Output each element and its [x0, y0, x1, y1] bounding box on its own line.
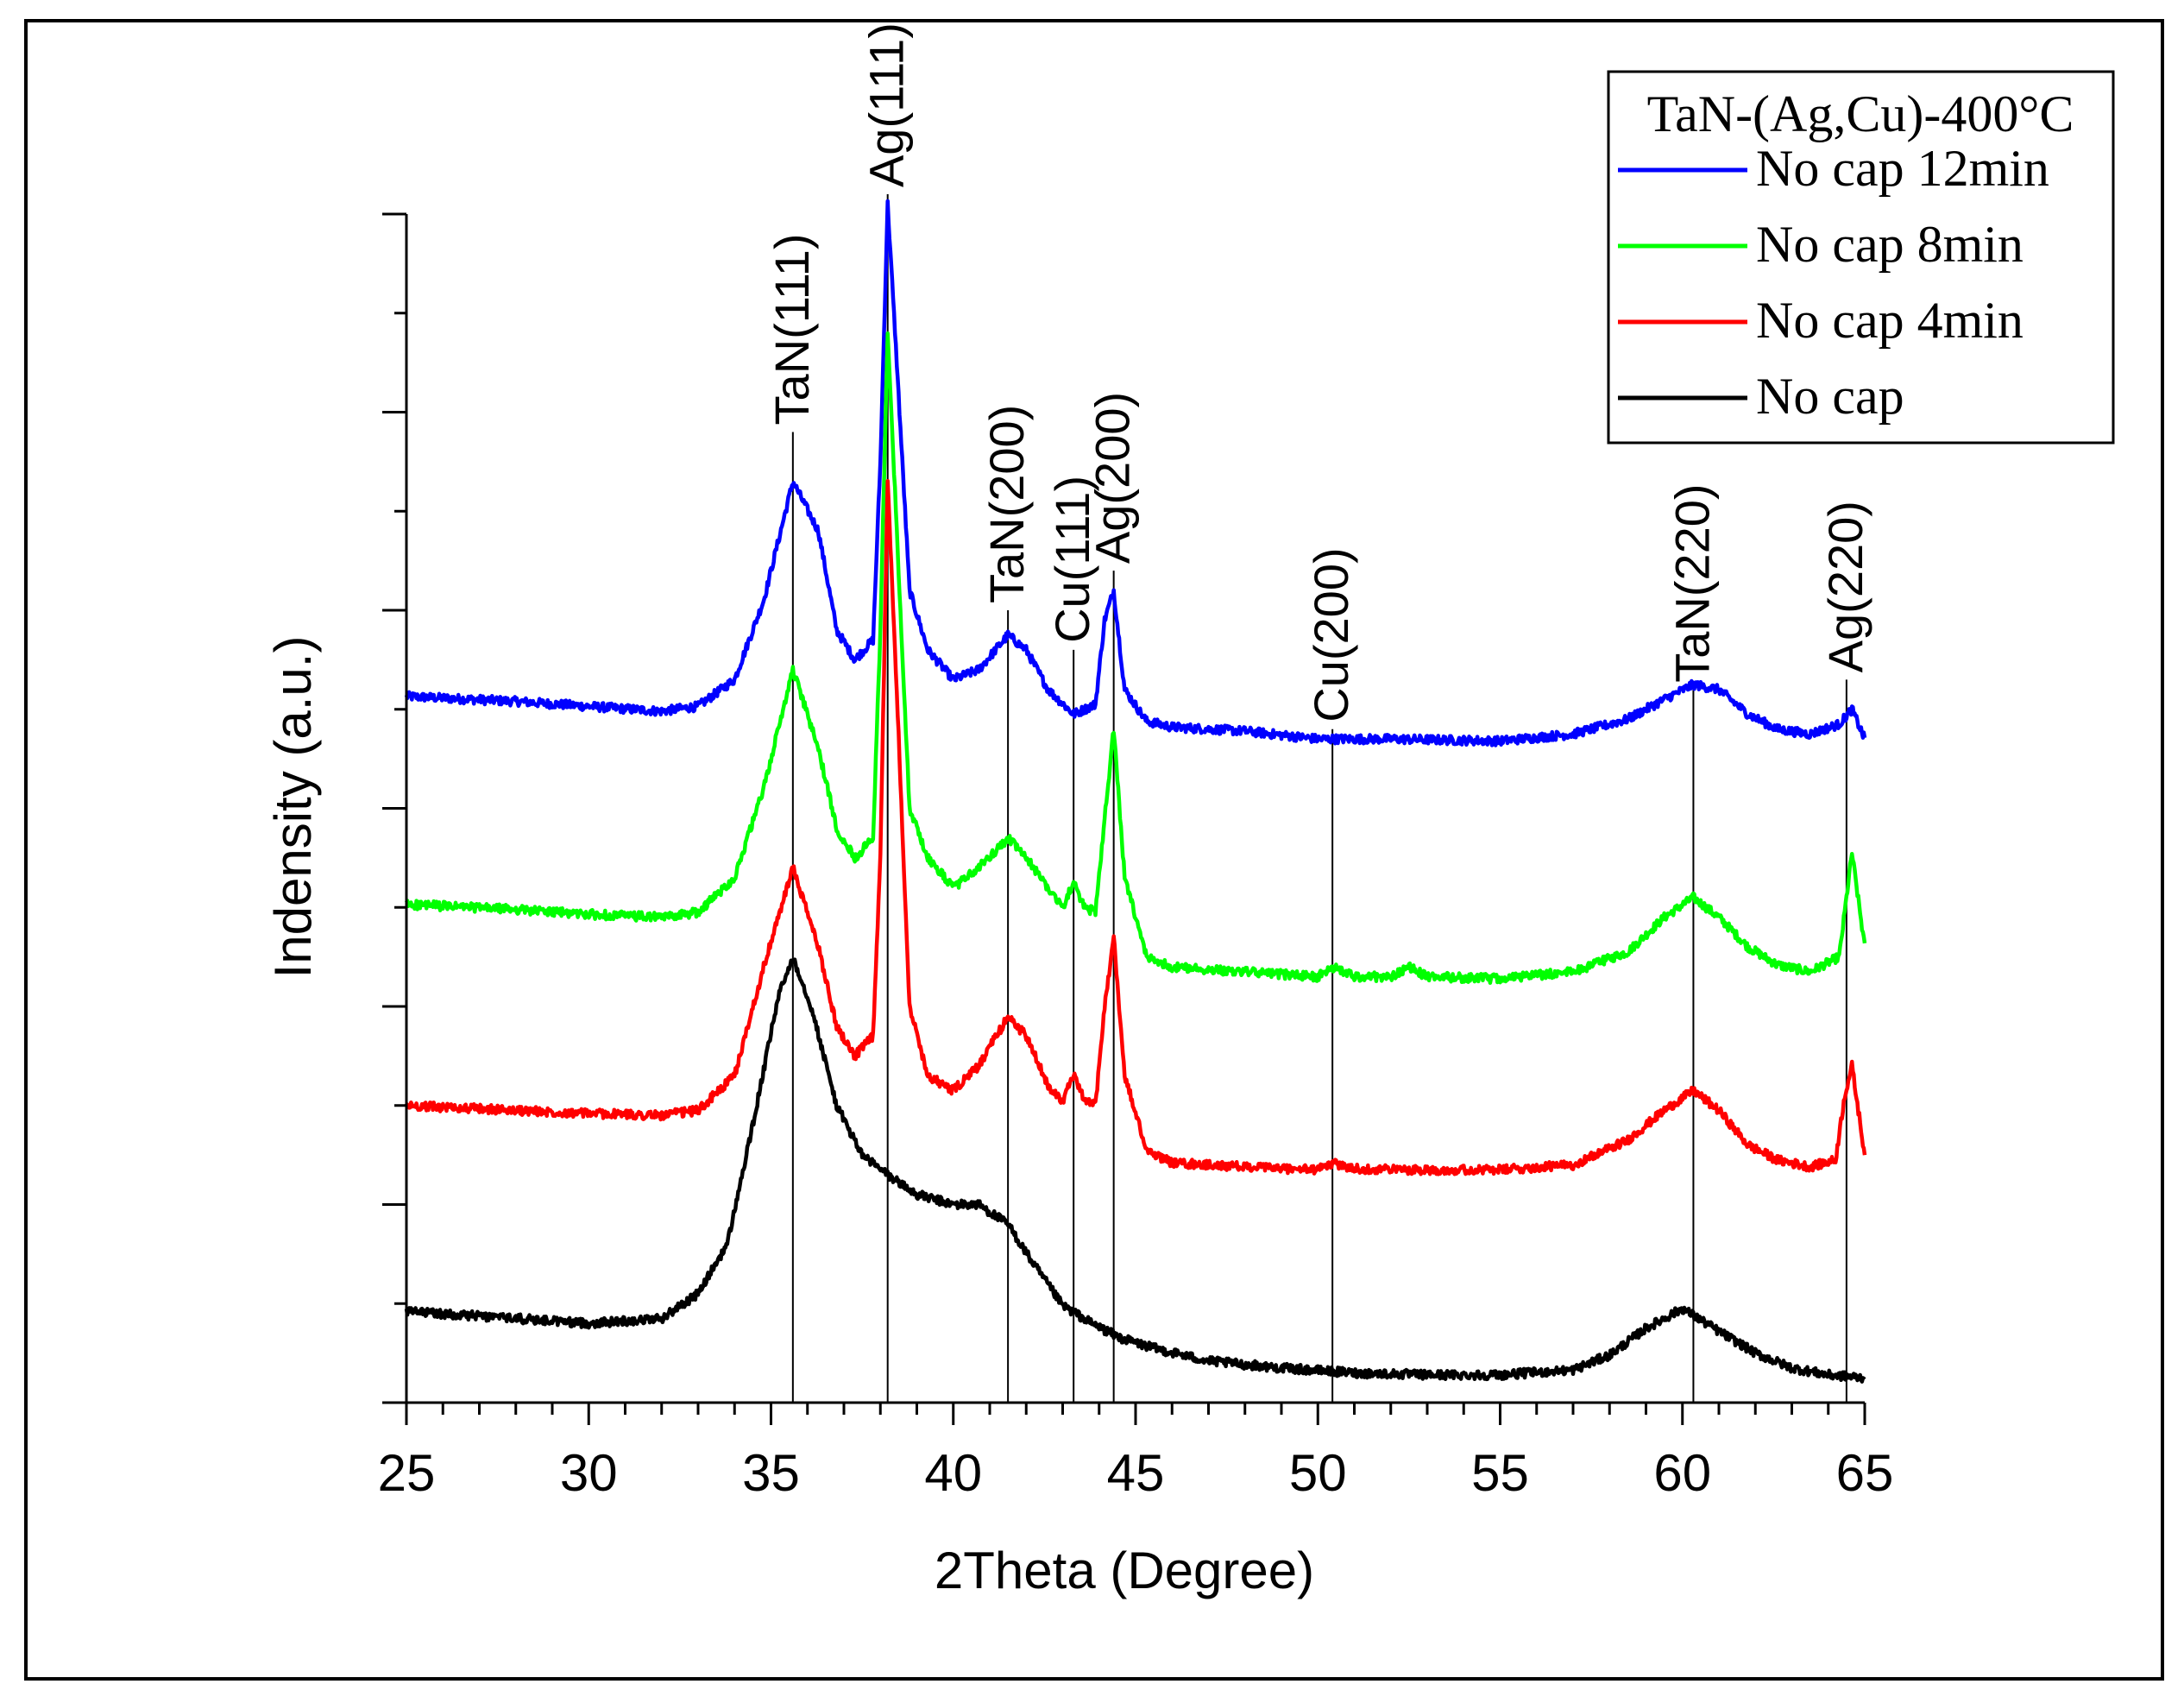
legend-label-1: No cap 8min: [1756, 216, 2024, 273]
legend-label-3: No cap: [1756, 368, 1904, 425]
x-tick-label-4: 45: [1107, 1444, 1165, 1502]
legend-box: [1607, 70, 2115, 445]
x-tick-labels: 25 30 35 40 45 50 55 60 65: [378, 1444, 1894, 1502]
legend-entries: No cap 12min No cap 8min No cap 4min No cap: [1618, 140, 2049, 425]
axes: [382, 212, 1866, 1425]
peak-label-1: Ag(111): [859, 22, 914, 187]
peak-label-4: Ag(200): [1086, 392, 1140, 564]
series-line-2: [404, 478, 1867, 1176]
x-tick-label-1: 30: [560, 1444, 618, 1502]
peak-label-7: Ag(220): [1818, 501, 1872, 672]
x-tick-label-0: 25: [378, 1444, 436, 1502]
series-line-1: [404, 331, 1867, 985]
y-axis-title: Indensity (a.u.): [264, 636, 322, 979]
x-tick-label-2: 35: [742, 1444, 800, 1502]
peak-label-6: TaN(220): [1665, 483, 1719, 682]
peak-label-2: TaN(200): [979, 405, 1034, 603]
legend-label-2: No cap 4min: [1756, 292, 2024, 349]
legend-title: TaN-(Ag,Cu)-400°C: [1647, 85, 2074, 142]
peak-label-3: Cu(111): [1045, 476, 1099, 643]
peak-label-0: TaN(111): [765, 233, 819, 425]
figure-frame: [24, 19, 2164, 1681]
series-line-3: [404, 957, 1866, 1384]
x-tick-label-6: 55: [1471, 1444, 1529, 1502]
peak-label-5: Cu(200): [1304, 547, 1358, 722]
series-layer: [404, 199, 1867, 1384]
peak-labels: TaN(111) Ag(111) TaN(200) Cu(111)Ag(200) Cu(…: [765, 22, 1872, 722]
legend-label-0: No cap 12min: [1756, 140, 2049, 197]
series-line-0: [404, 199, 1867, 747]
x-tick-label-3: 40: [924, 1444, 982, 1502]
legend: TaN-(Ag,Cu)-400°C No cap 12min No cap 8mi…: [1607, 70, 2115, 445]
x-tick-label-7: 60: [1653, 1444, 1711, 1502]
x-axis-title: 2Theta (Degree): [935, 1542, 1314, 1599]
x-tick-label-8: 65: [1836, 1444, 1894, 1502]
x-tick-label-5: 50: [1289, 1444, 1347, 1502]
